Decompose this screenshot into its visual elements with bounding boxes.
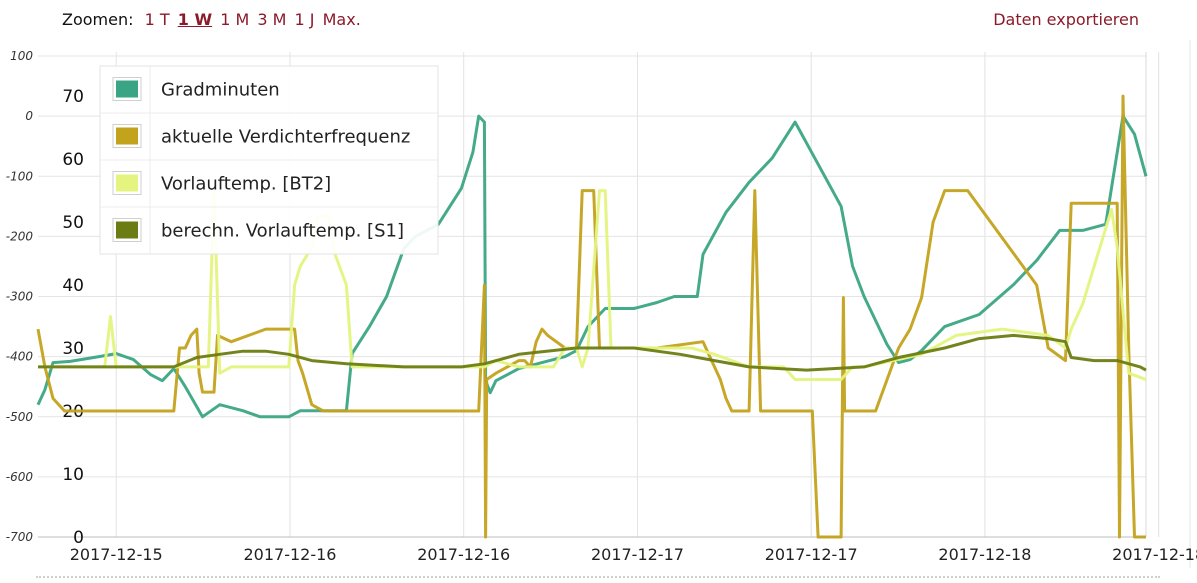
zoom-1-day[interactable]: 1 T — [144, 10, 170, 29]
legend-label: berechn. Vorlauftemp. [S1] — [161, 221, 404, 242]
series-line-0 — [36, 114, 1148, 419]
y-left-tick-label: -700 — [6, 530, 34, 544]
bottom-divider — [36, 576, 1160, 578]
y-right-tick-label: 40 — [62, 276, 84, 296]
legend-label: Vorlauftemp. [BT2] — [161, 174, 331, 195]
zoom-max[interactable]: Max. — [322, 10, 361, 29]
zoom-1-year[interactable]: 1 J — [294, 10, 315, 29]
zoom-1-month[interactable]: 1 M — [220, 10, 250, 29]
chart-toolbar: Zoomen: 1 T 1 W 1 M 3 M 1 J Max. Daten e… — [0, 0, 1197, 40]
y-right-tick-label: 70 — [62, 87, 84, 107]
legend-swatch — [116, 127, 138, 145]
zoom-bar: Zoomen: 1 T 1 W 1 M 3 M 1 J Max. — [62, 10, 364, 29]
x-tick-label: 2017-12-17 — [591, 545, 684, 564]
y-right-tick-label: 50 — [62, 213, 84, 233]
y-right-tick-label: 10 — [62, 465, 84, 485]
x-tick-label: 2017-12-16 — [243, 545, 336, 564]
x-tick-label: 2017-12-16 — [417, 545, 510, 564]
x-tick-label: 2017-12-15 — [70, 545, 163, 564]
y-left-tick-label: -300 — [6, 290, 34, 304]
legend-swatch — [116, 80, 138, 98]
y-left-tick-label: 0 — [25, 109, 33, 123]
legend-label: Gradminuten — [161, 80, 280, 101]
legend-swatch — [116, 221, 138, 239]
y-right-tick-label: 30 — [62, 339, 84, 359]
x-tick-label: 2017-12-18 — [1112, 545, 1197, 564]
y-right-tick-label: 0 — [73, 528, 84, 548]
y-left-tick-label: -400 — [6, 350, 34, 364]
x-tick-label: 2017-12-17 — [765, 545, 858, 564]
zoom-label: Zoomen: — [62, 10, 134, 29]
series-line-3 — [38, 333, 1147, 372]
legend-label: aktuelle Verdichterfrequenz — [161, 127, 410, 148]
y-left-tick-label: -600 — [6, 470, 34, 484]
x-tick-label: 2017-12-18 — [938, 545, 1031, 564]
zoom-1-week[interactable]: 1 W — [177, 10, 213, 29]
legend-swatch — [116, 174, 138, 192]
export-data-link[interactable]: Daten exportieren — [993, 10, 1139, 29]
y-left-tick-label: -200 — [6, 229, 34, 243]
y-left-tick-label: -500 — [6, 410, 34, 424]
y-left-tick-label: 100 — [10, 49, 33, 63]
y-left-tick-label: -100 — [6, 169, 34, 183]
zoom-3-months[interactable]: 3 M — [257, 10, 287, 29]
y-right-tick-label: 60 — [62, 150, 84, 170]
